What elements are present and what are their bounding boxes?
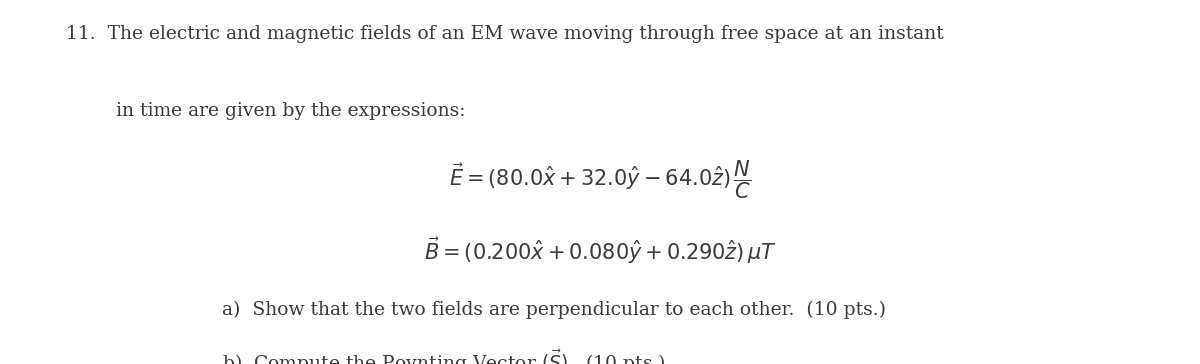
Text: 11.  The electric and magnetic fields of an EM wave moving through free space at: 11. The electric and magnetic fields of … (66, 25, 943, 43)
Text: $\vec{E} = (80.0\hat{x} + 32.0\hat{y} - 64.0\hat{z})\,\dfrac{N}{C}$: $\vec{E} = (80.0\hat{x} + 32.0\hat{y} - … (449, 158, 751, 201)
Text: a)  Show that the two fields are perpendicular to each other.  (10 pts.): a) Show that the two fields are perpendi… (222, 300, 886, 318)
Text: in time are given by the expressions:: in time are given by the expressions: (116, 102, 466, 120)
Text: $\vec{B} = (0.200\hat{x} + 0.080\hat{y} + 0.290\hat{z})\,\mu T$: $\vec{B} = (0.200\hat{x} + 0.080\hat{y} … (424, 235, 776, 266)
Text: b)  Compute the Poynting Vector $(\vec{S})$.  (10 pts.): b) Compute the Poynting Vector $(\vec{S}… (222, 348, 666, 364)
